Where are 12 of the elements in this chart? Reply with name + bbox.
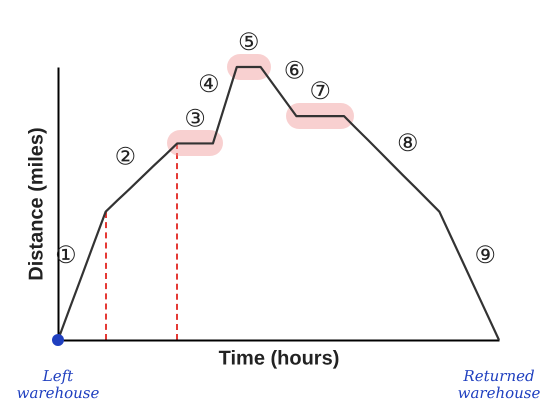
text: ⑤ (238, 28, 260, 56)
annotation: ⑦ (309, 77, 331, 106)
annotation: ② (114, 142, 136, 171)
annotation: ④ (198, 70, 220, 98)
annotation: ③ (184, 104, 206, 132)
annotation: ⑥ (284, 56, 306, 85)
text: Returned warehouse (458, 367, 540, 402)
annotation: ⑧ (396, 128, 418, 157)
x-axis-title: Time (hours) (218, 348, 340, 370)
y-axis-title: Distance (miles) (26, 127, 48, 281)
text: Left warehouse (16, 367, 100, 402)
annotation: ⑨ (474, 240, 496, 269)
